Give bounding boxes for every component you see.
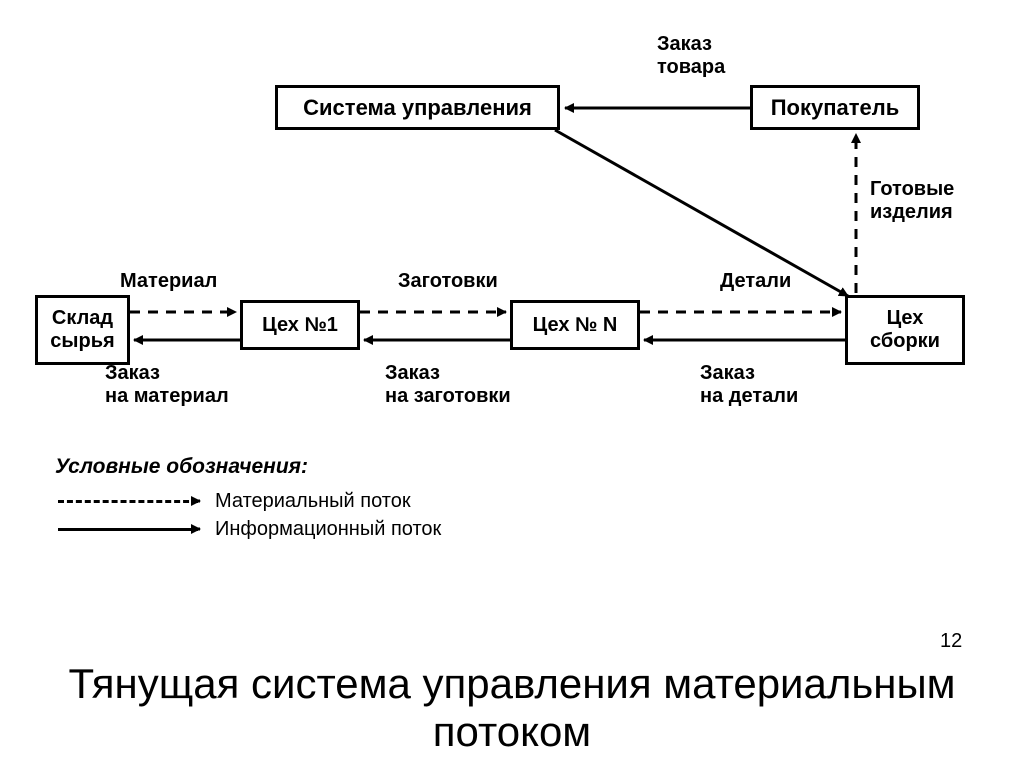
node-shop1: Цех №1	[240, 300, 360, 350]
label-order-det: Заказ на детали	[700, 362, 798, 408]
legend-line-solid	[58, 528, 198, 531]
legend-line-dashed	[58, 500, 198, 503]
node-shopN: Цех № N	[510, 300, 640, 350]
legend-label-material-flow: Материальный поток	[215, 490, 411, 513]
node-control-system: Система управления	[275, 85, 560, 130]
legend-title: Условные обозначения:	[55, 455, 308, 479]
node-label: Склад сырья	[50, 307, 114, 353]
label-details: Детали	[720, 270, 791, 293]
node-label: Цех №1	[262, 314, 338, 337]
label-material: Материал	[120, 270, 217, 293]
node-assembly: Цех сборки	[845, 295, 965, 365]
label-finished: Готовые изделия	[870, 178, 954, 224]
node-label: Цех сборки	[870, 307, 940, 353]
edge-control-assembly	[555, 130, 848, 296]
node-label: Покупатель	[771, 95, 900, 120]
label-order-goods: Заказ товара	[657, 33, 725, 79]
label-order-zag: Заказ на заготовки	[385, 362, 511, 408]
node-warehouse: Склад сырья	[35, 295, 130, 365]
page-number: 12	[940, 630, 962, 653]
label-order-material: Заказ на материал	[105, 362, 229, 408]
node-buyer: Покупатель	[750, 85, 920, 130]
node-label: Цех № N	[533, 314, 618, 337]
node-label: Система управления	[303, 95, 532, 120]
diagram-canvas: { "diagram": { "type": "flowchart", "bac…	[0, 0, 1024, 767]
page-title: Тянущая система управления материальным …	[0, 660, 1024, 756]
label-zagotovki: Заготовки	[398, 270, 498, 293]
legend-label-info-flow: Информационный поток	[215, 518, 441, 541]
